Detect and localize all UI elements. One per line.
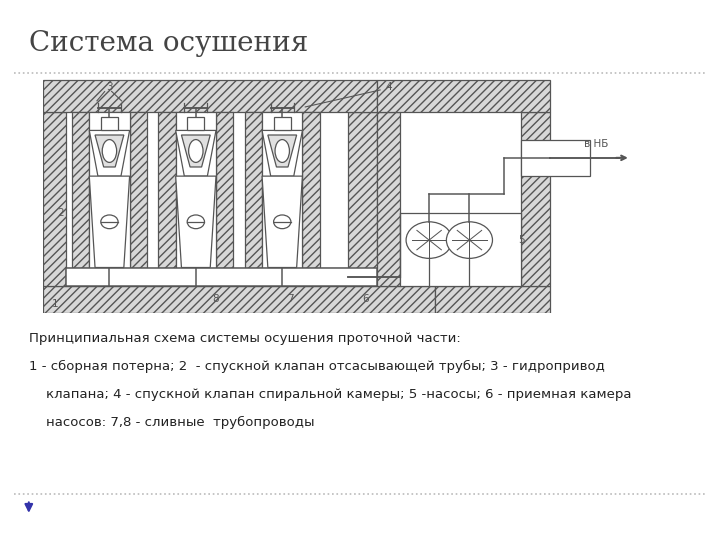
Bar xyxy=(130,112,147,267)
Text: клапана; 4 - спускной клапан спиральной камеры; 5 -насосы; 6 - приемная камера: клапана; 4 - спускной клапан спиральной … xyxy=(29,388,631,401)
Bar xyxy=(245,112,262,267)
Text: 1 - сборная потерна; 2  - спускной клапан отсасывающей трубы; 3 - гидропривод: 1 - сборная потерна; 2 - спускной клапан… xyxy=(29,360,605,373)
Bar xyxy=(274,117,291,131)
Text: 7: 7 xyxy=(287,294,294,305)
Bar xyxy=(521,112,550,286)
Bar xyxy=(216,112,233,267)
Bar xyxy=(377,112,400,286)
Polygon shape xyxy=(268,135,297,167)
Polygon shape xyxy=(262,131,302,176)
Text: 8: 8 xyxy=(212,294,220,305)
Bar xyxy=(43,286,435,313)
Circle shape xyxy=(274,215,291,228)
Bar xyxy=(176,112,216,267)
Polygon shape xyxy=(89,176,130,267)
Polygon shape xyxy=(176,131,216,176)
Text: 2: 2 xyxy=(57,208,64,218)
Polygon shape xyxy=(176,176,216,267)
Bar xyxy=(158,112,176,267)
Circle shape xyxy=(406,222,452,258)
Bar xyxy=(101,117,118,131)
Polygon shape xyxy=(89,131,130,176)
Bar xyxy=(262,112,302,267)
Bar xyxy=(43,80,377,112)
Ellipse shape xyxy=(189,139,203,163)
Bar xyxy=(377,80,550,112)
Bar xyxy=(348,112,377,286)
Circle shape xyxy=(446,222,492,258)
Text: Принципиальная схема системы осушения проточной части:: Принципиальная схема системы осушения пр… xyxy=(29,332,461,345)
Polygon shape xyxy=(181,135,210,167)
Text: насосов: 7,8 - сливные  трубопроводы: насосов: 7,8 - сливные трубопроводы xyxy=(29,416,315,429)
Text: Система осушения: Система осушения xyxy=(29,30,308,57)
Text: 1: 1 xyxy=(51,299,58,309)
Bar xyxy=(187,117,204,131)
Text: в НБ: в НБ xyxy=(584,139,608,148)
Text: 4: 4 xyxy=(385,82,392,92)
Bar xyxy=(72,112,89,267)
Bar xyxy=(66,267,377,286)
Text: 6: 6 xyxy=(362,294,369,305)
Circle shape xyxy=(101,215,118,228)
Ellipse shape xyxy=(275,139,289,163)
Circle shape xyxy=(187,215,204,228)
Bar xyxy=(400,213,521,286)
Polygon shape xyxy=(262,176,302,267)
Text: 5: 5 xyxy=(518,235,525,245)
Bar xyxy=(66,267,348,286)
Bar xyxy=(89,112,130,267)
Bar xyxy=(521,139,590,176)
Ellipse shape xyxy=(102,139,117,163)
Bar xyxy=(435,286,550,313)
Polygon shape xyxy=(95,135,124,167)
Text: 3: 3 xyxy=(106,82,113,92)
Bar xyxy=(43,112,66,286)
Bar xyxy=(302,112,320,267)
